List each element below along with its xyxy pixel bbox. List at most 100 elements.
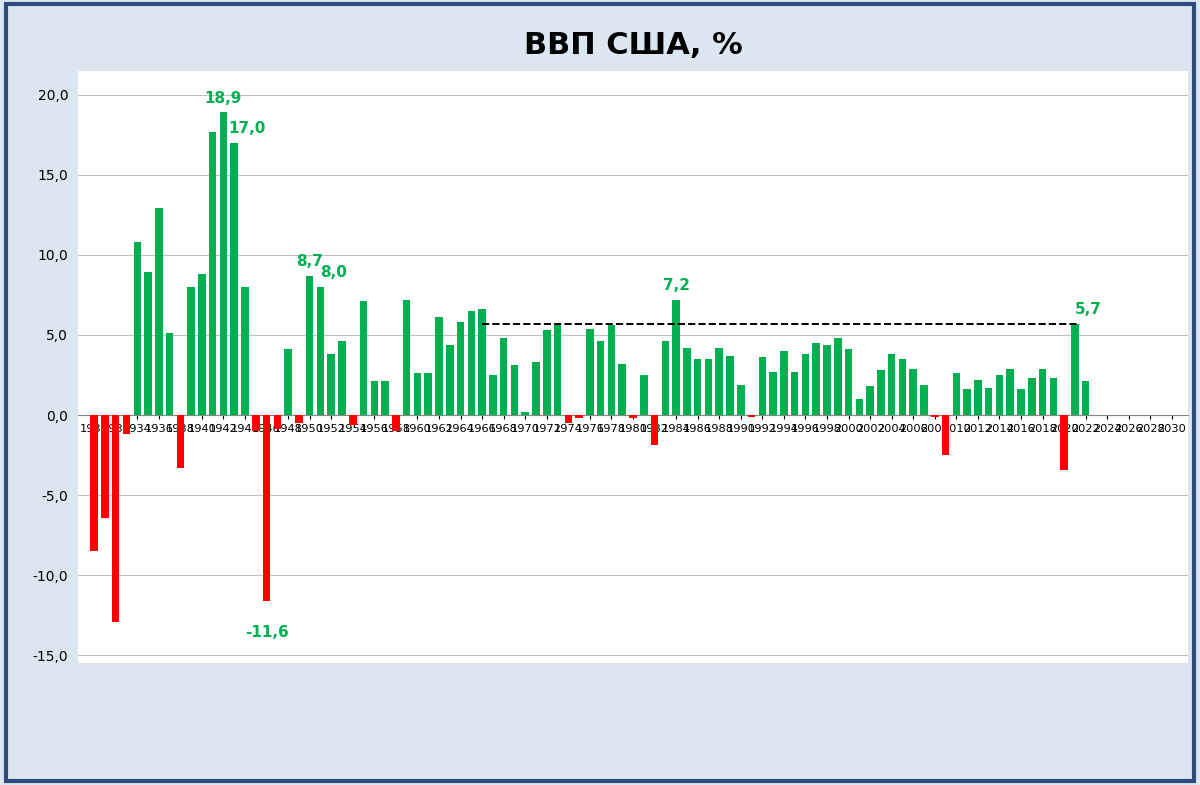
Bar (780, 351, 787, 415)
Bar (640, 375, 648, 415)
Bar (101, 415, 109, 517)
Bar (468, 311, 475, 415)
Bar (996, 375, 1003, 415)
Bar (1007, 369, 1014, 415)
Text: 18,9: 18,9 (205, 91, 242, 106)
Bar (230, 143, 238, 415)
Bar (758, 357, 766, 415)
Bar (155, 208, 162, 415)
Bar (748, 415, 755, 417)
Bar (586, 329, 594, 415)
Bar (392, 415, 400, 431)
Bar (704, 359, 713, 415)
Bar (769, 372, 776, 415)
Bar (133, 242, 142, 415)
Bar (920, 385, 928, 415)
Bar (856, 399, 863, 415)
Bar (737, 385, 744, 415)
Bar (964, 389, 971, 415)
Bar (553, 325, 562, 415)
Bar (1061, 415, 1068, 469)
Bar (544, 330, 551, 415)
Bar (176, 415, 184, 468)
Bar (694, 359, 702, 415)
Bar (274, 415, 281, 429)
Bar (295, 415, 302, 423)
Bar (834, 338, 841, 415)
Bar (425, 374, 432, 415)
Bar (209, 132, 216, 415)
Bar (618, 363, 626, 415)
Bar (866, 386, 874, 415)
Bar (1028, 378, 1036, 415)
Bar (564, 415, 572, 423)
Bar (112, 415, 120, 622)
Bar (683, 348, 691, 415)
Bar (284, 349, 292, 415)
Title: ВВП США, %: ВВП США, % (523, 31, 743, 60)
Bar (500, 338, 508, 415)
Bar (629, 415, 637, 418)
Bar (812, 343, 820, 415)
Bar (371, 382, 378, 415)
Bar (187, 287, 194, 415)
Bar (220, 112, 227, 415)
Bar (533, 362, 540, 415)
Text: 5,7: 5,7 (1074, 302, 1102, 317)
Bar (338, 341, 346, 415)
Bar (1072, 323, 1079, 415)
Bar (845, 349, 852, 415)
Bar (974, 380, 982, 415)
Bar (899, 359, 906, 415)
Bar (726, 356, 733, 415)
Bar (942, 415, 949, 455)
Bar (349, 415, 356, 425)
Bar (1039, 369, 1046, 415)
Bar (607, 325, 616, 415)
Bar (823, 345, 830, 415)
Bar (306, 276, 313, 415)
Bar (144, 272, 152, 415)
Bar (1082, 382, 1090, 415)
Bar (382, 382, 389, 415)
Bar (985, 388, 992, 415)
Bar (672, 300, 680, 415)
Bar (198, 274, 205, 415)
Bar (479, 309, 486, 415)
Bar (414, 374, 421, 415)
Bar (522, 412, 529, 415)
Bar (877, 371, 884, 415)
Bar (446, 345, 454, 415)
Bar (457, 322, 464, 415)
Bar (953, 374, 960, 415)
Bar (715, 348, 722, 415)
Bar (596, 341, 605, 415)
Bar (317, 287, 324, 415)
Bar (360, 301, 367, 415)
Text: 7,2: 7,2 (662, 279, 690, 294)
Text: 8,0: 8,0 (320, 265, 347, 280)
Bar (166, 334, 173, 415)
Bar (90, 415, 98, 551)
Bar (263, 415, 270, 601)
Bar (650, 415, 659, 445)
Bar (403, 300, 410, 415)
Bar (328, 354, 335, 415)
Bar (122, 415, 131, 434)
Bar (802, 354, 809, 415)
Bar (888, 354, 895, 415)
Bar (1050, 378, 1057, 415)
Bar (910, 369, 917, 415)
Text: 8,7: 8,7 (296, 254, 323, 269)
Text: 17,0: 17,0 (228, 122, 266, 137)
Bar (575, 415, 583, 418)
Bar (661, 341, 670, 415)
Bar (1018, 389, 1025, 415)
Bar (241, 287, 248, 415)
Bar (931, 415, 938, 417)
Text: -11,6: -11,6 (245, 625, 288, 640)
Bar (436, 317, 443, 415)
Bar (791, 372, 798, 415)
Bar (252, 415, 259, 431)
Bar (511, 365, 518, 415)
